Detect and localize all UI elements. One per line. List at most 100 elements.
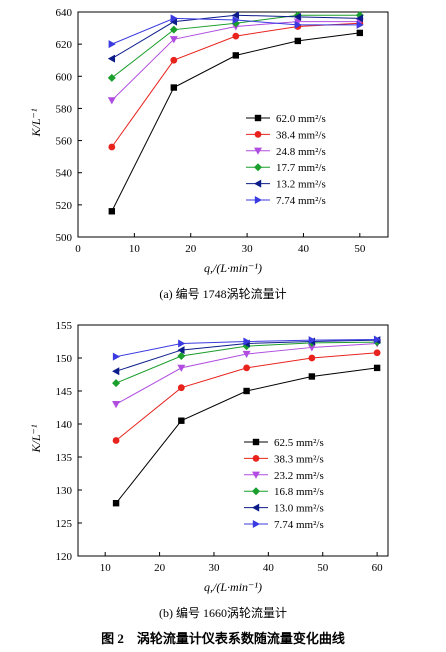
data-point — [243, 337, 251, 346]
series-1 — [112, 364, 381, 507]
data-point — [108, 143, 116, 151]
data-point — [107, 73, 116, 82]
x-tick-label: 30 — [242, 243, 254, 255]
figure-caption: 图 2 涡轮流量计仪表系数随流量变化曲线 — [101, 631, 345, 646]
x-tick-label: 10 — [100, 562, 112, 574]
y-tick-label: 125 — [56, 518, 73, 530]
legend-label: 38.4 mm²/s — [276, 129, 326, 141]
legend-marker — [254, 196, 262, 204]
y-axis-title: K/L⁻¹ — [29, 424, 43, 453]
data-point — [178, 417, 185, 424]
data-point — [177, 346, 185, 355]
y-tick-label: 135 — [56, 452, 73, 464]
series-3 — [112, 340, 382, 409]
data-point — [373, 349, 381, 357]
legend-marker — [252, 438, 260, 446]
legend-label: 17.7 mm²/s — [276, 162, 326, 174]
y-tick-label: 620 — [56, 39, 73, 51]
legend-label: 23.2 mm²/s — [274, 470, 324, 482]
legend-label: 7.74 mm²/s — [276, 195, 326, 207]
series-1 — [108, 29, 364, 215]
data-point — [108, 40, 116, 49]
legend-label: 7.74 mm²/s — [274, 519, 324, 531]
legend-label: 13.2 mm²/s — [276, 179, 326, 191]
data-point — [177, 384, 185, 392]
legend-label: 62.0 mm²/s — [276, 113, 326, 125]
legend-marker — [254, 179, 262, 188]
data-point — [355, 14, 364, 23]
legend-marker — [254, 163, 262, 172]
y-tick-label: 130 — [56, 485, 73, 497]
y-tick-label: 155 — [56, 320, 73, 332]
data-point — [308, 354, 316, 362]
series-6 — [112, 335, 382, 361]
plot-area — [77, 11, 389, 238]
legend-label: 38.3 mm²/s — [274, 453, 324, 465]
legend-label: 24.8 mm²/s — [276, 146, 326, 158]
x-tick-label: 20 — [154, 562, 166, 574]
y-tick-label: 145 — [56, 386, 73, 398]
data-point — [293, 12, 302, 21]
chart-caption: (a) 编号 1748涡轮流量计 — [159, 286, 286, 301]
x-tick-label: 40 — [263, 562, 275, 574]
x-tick-label: 20 — [185, 243, 197, 255]
data-point — [169, 25, 178, 34]
legend-marker — [254, 147, 262, 155]
data-point — [112, 379, 121, 388]
data-point — [177, 352, 186, 361]
x-tick-label: 40 — [298, 243, 310, 255]
data-point — [356, 29, 364, 37]
chart-caption: (b) 编号 1660涡轮流量计 — [159, 605, 287, 620]
data-point — [232, 16, 240, 25]
series-2 — [112, 349, 381, 444]
legend-label: 16.8 mm²/s — [274, 486, 324, 498]
data-point — [170, 84, 178, 91]
y-tick-label: 500 — [56, 232, 73, 244]
data-point — [232, 32, 240, 40]
data-point — [373, 335, 382, 344]
y-tick-label: 640 — [56, 7, 73, 19]
data-point — [243, 387, 250, 395]
legend: 62.0 mm²/s 38.4 mm²/s 24.8 mm²/s 17.7 mm²/s… — [246, 113, 326, 207]
chart-a: 0 10 20 30 40 50 500 520 540 560 580 600 620 640 K/L⁻¹… — [29, 7, 389, 301]
data-point — [293, 18, 302, 26]
x-axis-title: q,/(L·min⁻¹) — [204, 261, 262, 275]
series-6 — [108, 14, 364, 49]
y-tick-label: 150 — [56, 353, 73, 365]
legend-marker — [254, 131, 262, 138]
x-tick-label: 50 — [354, 243, 366, 255]
data-point — [294, 37, 302, 45]
chart-b: 10 20 30 40 50 60 120 125 130 135 140 145 150 155 K/L⁻… — [29, 320, 389, 620]
y-tick-label: 540 — [56, 168, 73, 180]
legend-label: 62.5 mm²/s — [274, 437, 324, 449]
x-axis-title: q,/(L·min⁻¹) — [204, 580, 262, 594]
x-tick-label: 60 — [372, 562, 384, 574]
data-point — [307, 344, 316, 352]
data-point — [294, 20, 302, 29]
legend-marker — [252, 520, 260, 528]
data-point — [169, 36, 178, 44]
x-tick-label: 30 — [208, 562, 220, 574]
x-tick-label: 0 — [75, 243, 81, 255]
data-point — [107, 54, 116, 63]
data-point — [242, 350, 251, 359]
data-point — [112, 500, 120, 507]
series-4 — [107, 11, 364, 82]
data-point — [112, 367, 120, 376]
data-point — [308, 336, 316, 345]
data-point — [170, 56, 178, 64]
data-point — [112, 352, 121, 361]
data-point — [107, 97, 116, 105]
x-tick-label: 10 — [129, 243, 141, 255]
x-tick-label: 50 — [317, 562, 329, 574]
legend-marker — [254, 114, 262, 122]
legend-marker — [252, 503, 260, 512]
data-point — [243, 364, 250, 372]
plot-area — [77, 324, 389, 557]
data-point — [373, 364, 381, 372]
data-point — [112, 437, 120, 444]
data-point — [232, 52, 240, 59]
legend-label: 13.0 mm²/s — [274, 503, 324, 515]
data-point — [178, 339, 186, 348]
